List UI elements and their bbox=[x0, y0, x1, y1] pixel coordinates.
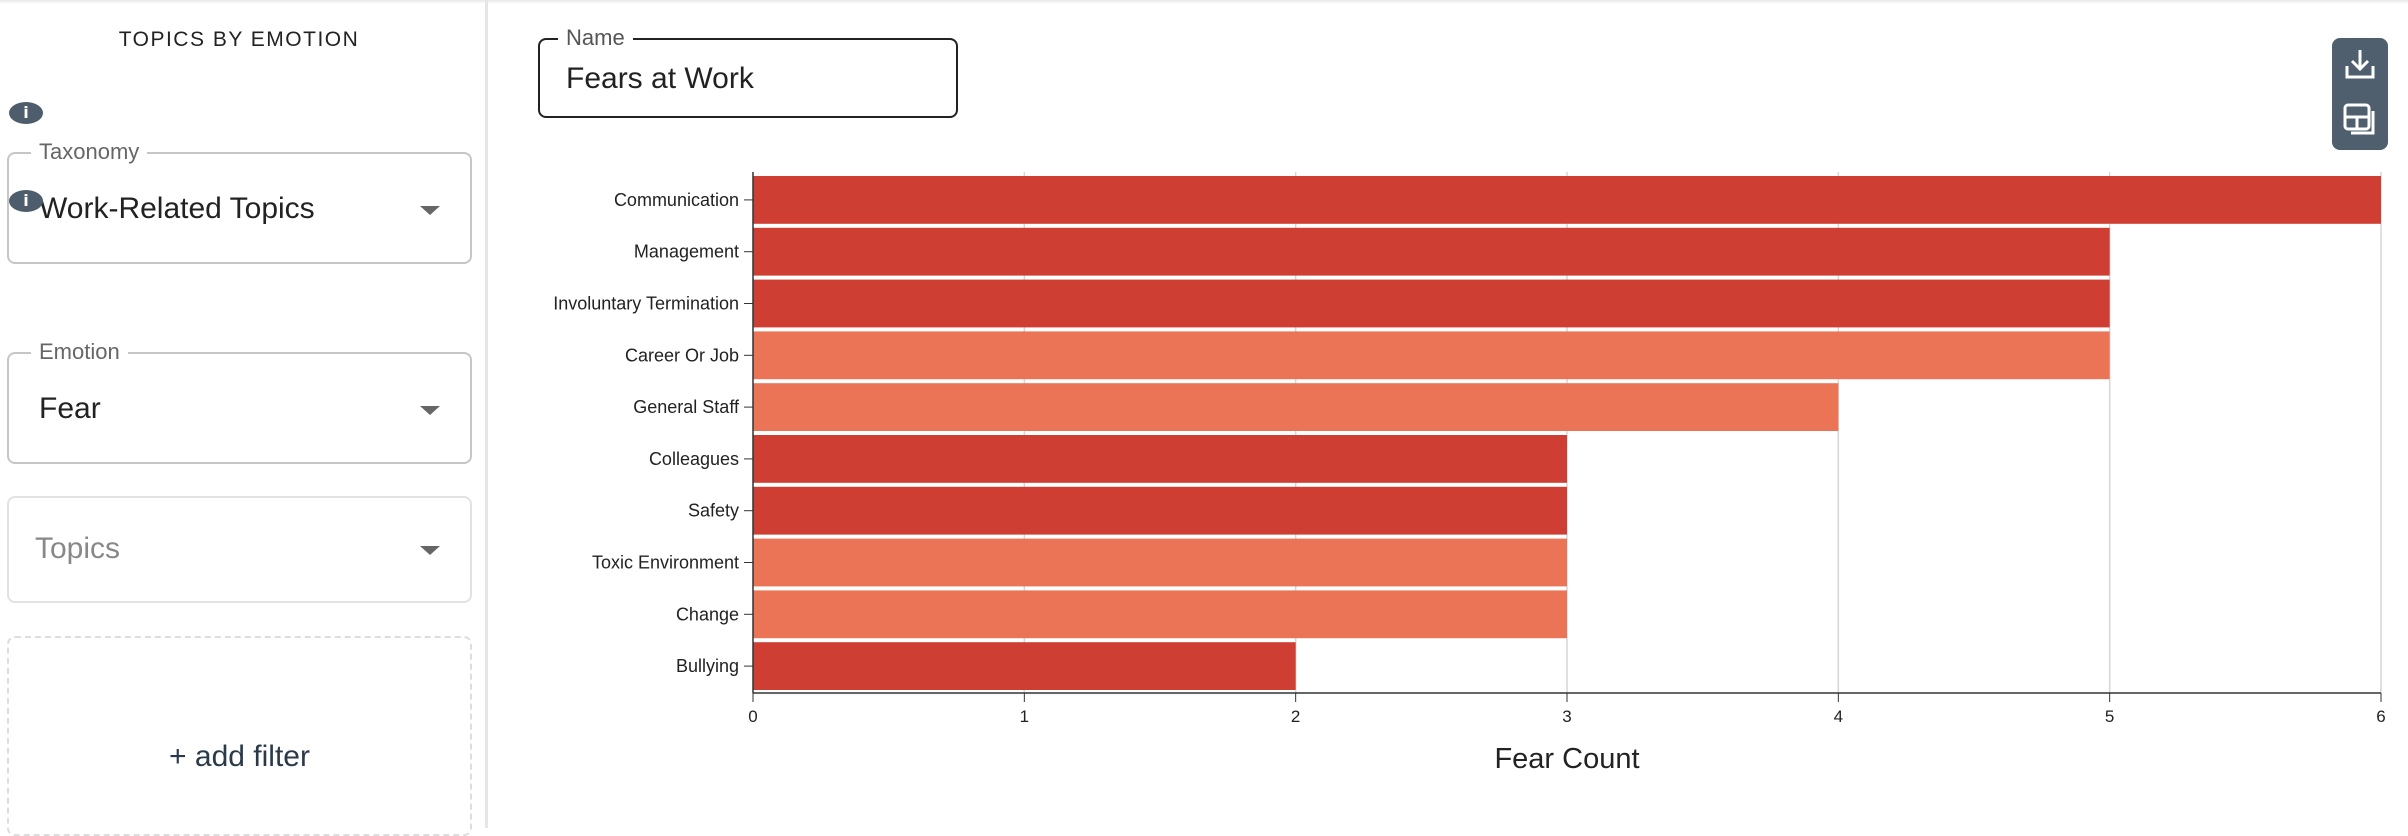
x-tick-label: 4 bbox=[1834, 707, 1843, 726]
info-icon[interactable]: i bbox=[9, 190, 43, 212]
y-tick-label: General Staff bbox=[633, 397, 740, 417]
topics-placeholder: Topics bbox=[35, 532, 121, 565]
y-tick-label: Communication bbox=[614, 190, 739, 210]
x-tick-label: 5 bbox=[2105, 707, 2114, 726]
y-tick-label: Colleagues bbox=[649, 449, 739, 469]
x-tick-label: 2 bbox=[1291, 707, 1300, 726]
name-label: Name bbox=[558, 25, 633, 51]
x-tick-label: 3 bbox=[1562, 707, 1571, 726]
taxonomy-select[interactable]: Taxonomy Work-Related Topics bbox=[7, 139, 472, 264]
name-field[interactable]: Name bbox=[538, 25, 958, 118]
y-tick-label: Involuntary Termination bbox=[553, 294, 739, 314]
chevron-down-icon bbox=[420, 406, 440, 415]
emotion-value: Fear bbox=[39, 392, 101, 425]
chevron-down-icon bbox=[420, 206, 440, 215]
bar-communication[interactable] bbox=[753, 176, 2381, 224]
bar-colleagues[interactable] bbox=[753, 435, 1567, 483]
y-tick-label: Bullying bbox=[676, 656, 739, 676]
bar-general-staff[interactable] bbox=[753, 383, 1839, 431]
x-axis-title: Fear Count bbox=[1494, 743, 1639, 775]
add-filter-button[interactable]: + add filter bbox=[7, 636, 472, 836]
x-tick-label: 1 bbox=[1020, 707, 1029, 726]
bar-safety[interactable] bbox=[753, 486, 1567, 535]
add-filter-label: + add filter bbox=[169, 740, 310, 773]
emotion-label: Emotion bbox=[31, 339, 128, 365]
bar-involuntary-termination[interactable] bbox=[753, 279, 2110, 328]
name-input[interactable] bbox=[566, 62, 936, 96]
emotion-select[interactable]: Emotion Fear bbox=[7, 339, 472, 464]
taxonomy-label: Taxonomy bbox=[31, 139, 148, 165]
topics-select[interactable]: Topics bbox=[7, 496, 472, 603]
x-tick-label: 0 bbox=[748, 707, 757, 726]
bar-career-or-job[interactable] bbox=[753, 331, 2110, 380]
download-icon[interactable] bbox=[2342, 46, 2378, 82]
bar-change[interactable] bbox=[753, 590, 1567, 639]
info-icon[interactable]: i bbox=[9, 102, 43, 124]
y-tick-label: Management bbox=[634, 242, 739, 262]
taxonomy-value: Work-Related Topics bbox=[39, 192, 315, 225]
chart-toolbar bbox=[2332, 38, 2388, 150]
bar-bullying[interactable] bbox=[753, 642, 1296, 690]
y-tick-label: Toxic Environment bbox=[592, 553, 739, 573]
bar-toxic-environment[interactable] bbox=[753, 538, 1567, 587]
chevron-down-icon bbox=[420, 546, 440, 555]
y-tick-label: Change bbox=[676, 604, 739, 624]
bar-management[interactable] bbox=[753, 227, 2110, 276]
bar-chart: Communication Management Involuntary Termi… bbox=[553, 172, 2386, 775]
x-tick-label: 6 bbox=[2376, 707, 2385, 726]
sidebar-title: TOPICS BY EMOTION bbox=[118, 28, 360, 51]
add-to-dashboard-icon[interactable] bbox=[2342, 102, 2378, 138]
sidebar: TOPICS BY EMOTION i Taxonomy Work-Relate… bbox=[0, 0, 488, 836]
y-tick-label: Career Or Job bbox=[625, 345, 739, 365]
top-shadow bbox=[0, 0, 2408, 4]
y-tick-label: Safety bbox=[688, 501, 739, 521]
